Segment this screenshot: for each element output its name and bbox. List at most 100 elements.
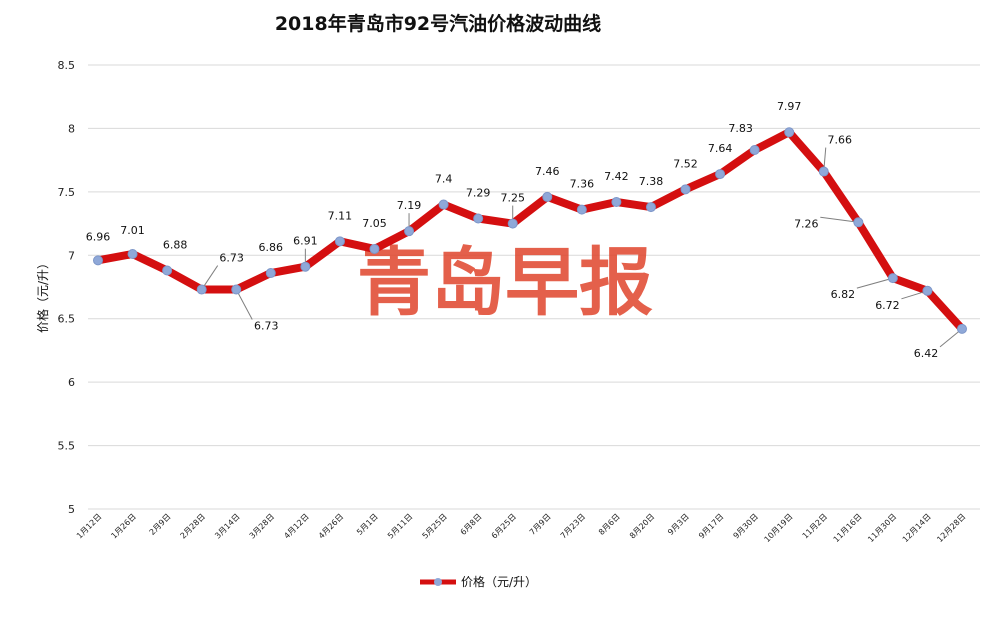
x-tick-label: 1月12日 — [75, 512, 103, 540]
data-label: 6.73 — [254, 320, 279, 333]
data-label: 7.97 — [777, 100, 802, 113]
y-axis-ticks: 5 5.5 6 6.5 7 7.5 8 8.5 — [58, 59, 76, 516]
chart-title: 2018年青岛市92号汽油价格波动曲线 — [275, 12, 601, 35]
data-label: 7.66 — [828, 134, 853, 147]
data-point — [369, 243, 380, 254]
x-tick-label: 5月1日 — [355, 512, 380, 537]
x-tick-label: 11月16日 — [832, 512, 864, 544]
data-point — [749, 144, 760, 155]
data-point — [162, 265, 173, 276]
x-tick-label: 12月28日 — [935, 512, 967, 544]
y-tick-label: 8 — [68, 122, 75, 135]
grid-lines — [88, 64, 980, 510]
data-point — [127, 249, 138, 260]
x-tick-label: 5月11日 — [386, 512, 414, 540]
data-label: 6.96 — [86, 230, 111, 243]
data-point — [231, 284, 242, 295]
data-label: 7.83 — [728, 122, 753, 135]
data-label: 6.42 — [914, 347, 939, 360]
data-label: 7.11 — [328, 209, 353, 222]
label-leader-line — [856, 277, 894, 289]
x-tick-label: 9月30日 — [732, 512, 760, 540]
data-point — [645, 202, 656, 213]
x-tick-label: 9月17日 — [697, 512, 725, 540]
data-label: 7.52 — [673, 157, 698, 170]
x-tick-label: 8月20日 — [628, 512, 656, 540]
legend-label: 价格（元/升） — [461, 574, 537, 589]
data-point — [818, 166, 829, 177]
x-tick-label: 9月3日 — [666, 512, 691, 537]
data-labels: 6.96 7.01 6.88 6.73 6.73 6.86 6.91 7.11 7.05 7.19… — [86, 100, 939, 360]
data-point — [576, 204, 587, 215]
watermark: 青岛早报 — [357, 240, 653, 326]
data-label: 6.82 — [831, 288, 856, 301]
series-line-path — [94, 128, 966, 333]
data-points — [93, 127, 967, 334]
data-label: 7.25 — [500, 192, 525, 205]
x-tick-label: 5月25日 — [421, 512, 449, 540]
x-tick-label: 4月26日 — [317, 512, 345, 540]
x-axis-ticks: 1月12日 1月26日 2月9日 2月28日 3月14日 3月28日 4月12日 4月26日 5… — [75, 512, 967, 544]
x-tick-label: 1月26日 — [109, 512, 137, 540]
data-point — [887, 273, 898, 284]
y-axis-label: 价格（元/升） — [35, 257, 50, 333]
data-point — [922, 285, 933, 296]
x-tick-label: 10月19日 — [763, 512, 795, 544]
data-label: 6.91 — [293, 235, 318, 248]
data-label: 7.46 — [535, 165, 560, 178]
y-tick-label: 7 — [68, 249, 75, 262]
y-tick-label: 5 — [68, 503, 75, 516]
data-point — [93, 255, 103, 266]
data-point — [542, 191, 553, 202]
series-line — [94, 128, 966, 333]
x-tick-label: 2月28日 — [179, 512, 207, 540]
data-point — [715, 169, 726, 180]
label-leader-line — [820, 216, 859, 223]
data-point — [680, 184, 691, 195]
x-tick-label: 2月9日 — [148, 512, 173, 537]
data-point — [404, 226, 415, 237]
y-tick-label: 6.5 — [58, 313, 76, 326]
data-point — [300, 261, 311, 272]
data-label: 7.05 — [362, 217, 387, 230]
data-label: 7.64 — [708, 142, 733, 155]
x-tick-label: 7月9日 — [528, 512, 553, 537]
y-tick-label: 7.5 — [58, 186, 76, 199]
x-tick-label: 7月23日 — [559, 512, 587, 540]
data-point — [611, 197, 622, 208]
data-point — [957, 323, 967, 334]
data-point — [473, 213, 484, 224]
data-label: 6.88 — [163, 239, 188, 252]
x-tick-label: 4月12日 — [282, 512, 310, 540]
x-tick-label: 3月14日 — [213, 512, 241, 540]
data-label: 7.36 — [570, 178, 595, 191]
data-label: 6.73 — [219, 252, 244, 265]
x-tick-label: 6月8日 — [459, 512, 484, 537]
data-label: 7.19 — [397, 199, 422, 212]
y-tick-label: 6 — [68, 376, 75, 389]
data-point — [196, 284, 207, 295]
data-label: 7.01 — [120, 224, 145, 237]
data-label: 7.26 — [794, 217, 819, 230]
data-point — [784, 127, 795, 138]
y-tick-label: 5.5 — [58, 440, 76, 453]
legend-marker — [434, 578, 442, 586]
data-point — [334, 236, 345, 247]
data-label: 6.72 — [875, 299, 900, 312]
x-tick-label: 6月25日 — [490, 512, 518, 540]
data-label: 7.4 — [435, 173, 453, 186]
data-point — [507, 218, 518, 229]
data-point — [265, 268, 276, 279]
data-label: 6.86 — [259, 241, 284, 254]
x-tick-label: 11月2日 — [801, 512, 829, 540]
x-tick-label: 8月6日 — [597, 512, 622, 537]
data-label: 7.29 — [466, 186, 491, 199]
data-label: 7.38 — [639, 175, 664, 188]
x-tick-label: 12月14日 — [901, 512, 933, 544]
x-tick-label: 3月28日 — [248, 512, 276, 540]
y-tick-label: 8.5 — [58, 59, 76, 72]
data-point — [438, 199, 449, 210]
data-label: 7.42 — [604, 170, 629, 183]
